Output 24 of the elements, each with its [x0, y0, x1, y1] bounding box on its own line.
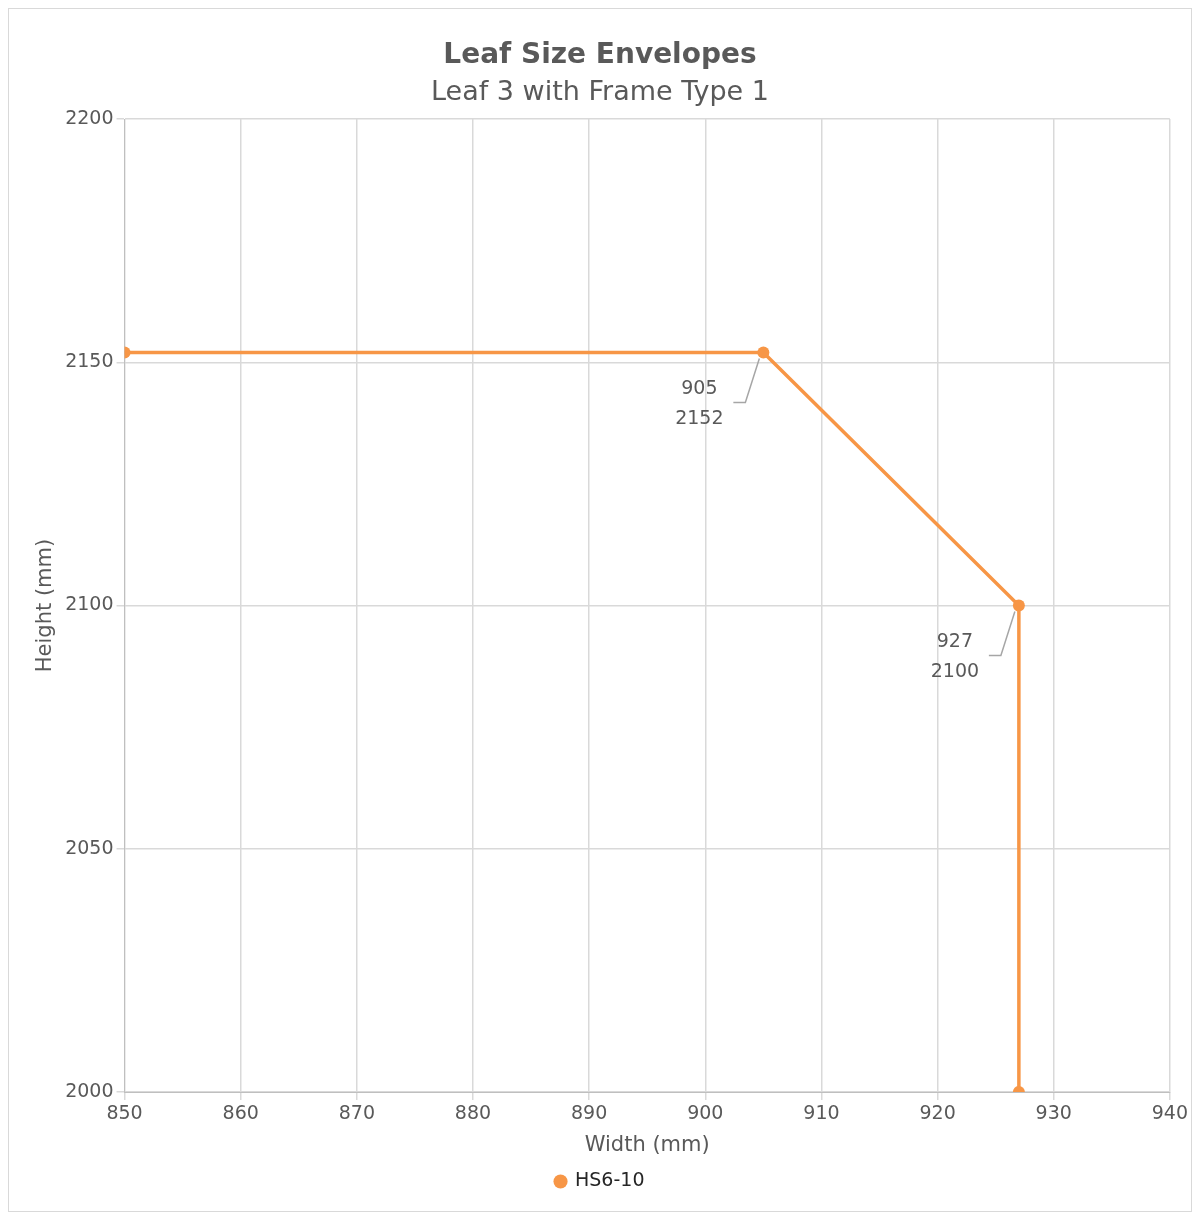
y-tick-label: 2050	[65, 835, 114, 858]
legend-label: HS6-10	[575, 1168, 645, 1191]
x-tick-label: 930	[1035, 1101, 1072, 1124]
chart-subtitle: Leaf 3 with Frame Type 1	[431, 74, 769, 106]
y-tick-label: 2150	[65, 349, 114, 372]
x-tick-label: 890	[571, 1101, 608, 1124]
x-tick-label: 920	[919, 1101, 956, 1124]
y-tick-label: 2100	[65, 592, 114, 615]
x-tick-label: 860	[222, 1101, 259, 1124]
x-tick-label: 900	[687, 1101, 724, 1124]
y-tick-label: 2000	[65, 1078, 114, 1101]
x-tick-label: 940	[1151, 1101, 1188, 1124]
chart-title: Leaf Size Envelopes	[443, 37, 757, 71]
y-tick-label: 2200	[65, 105, 114, 128]
data-label: 927 2100	[930, 629, 980, 682]
point	[1012, 599, 1025, 612]
y-axis-title: Height (mm)	[32, 538, 57, 673]
x-tick-label: 880	[454, 1101, 492, 1124]
x-axis-title: Width (mm)	[584, 1131, 710, 1156]
data-label: 905 2152	[675, 376, 724, 429]
point	[757, 346, 770, 359]
x-tick-label: 870	[338, 1101, 375, 1124]
x-tick-label: 910	[803, 1101, 840, 1124]
x-tick-label: 850	[106, 1101, 143, 1124]
